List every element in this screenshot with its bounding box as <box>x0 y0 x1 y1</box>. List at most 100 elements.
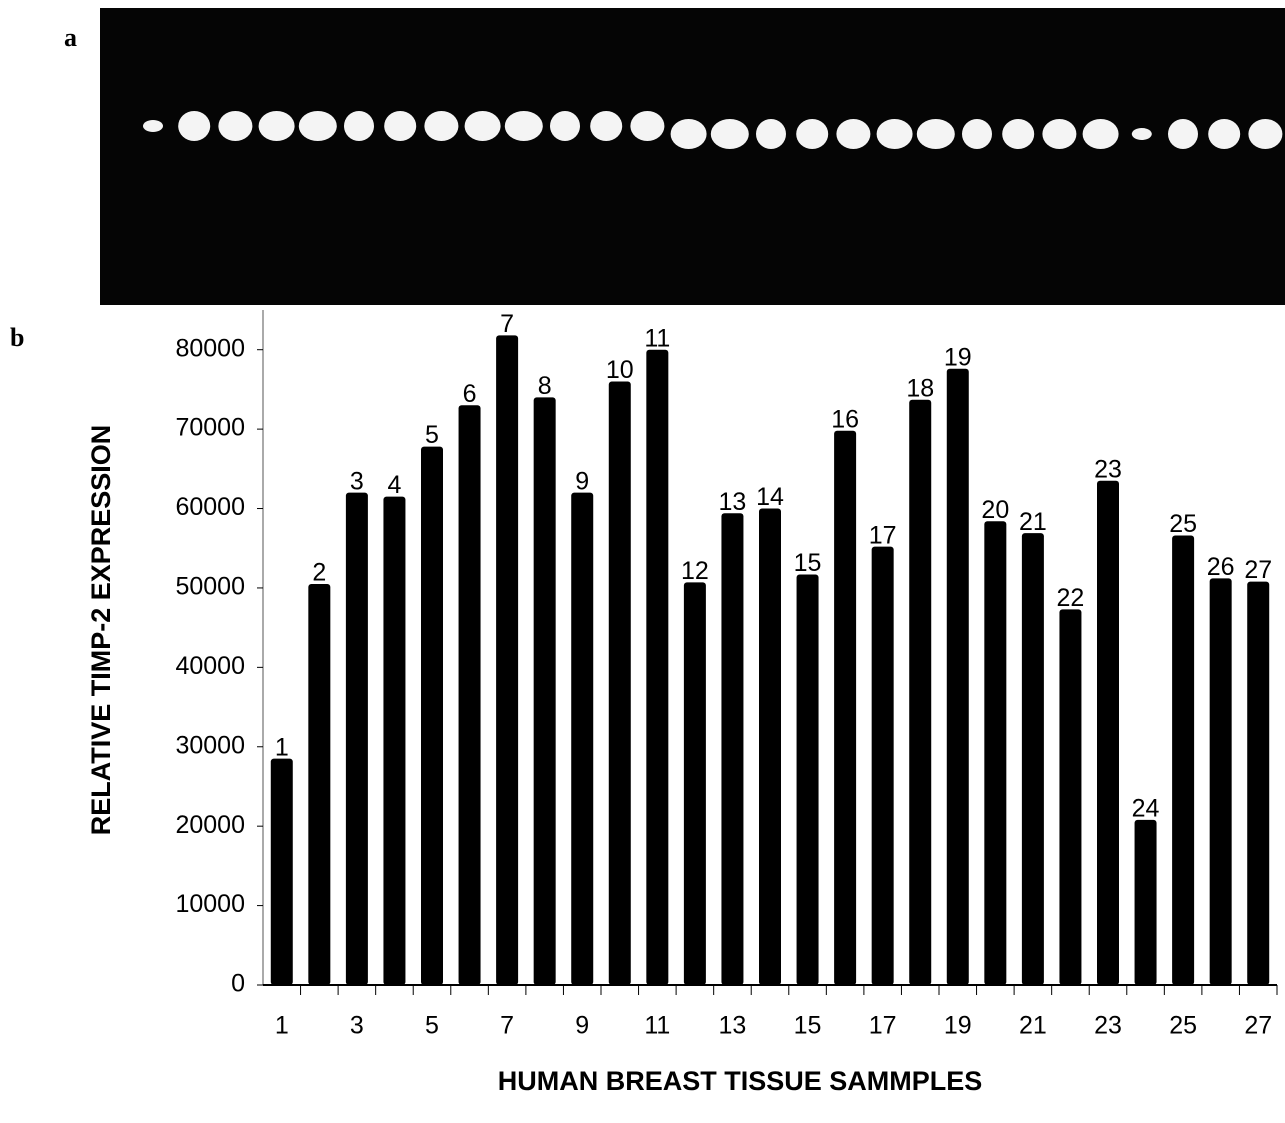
x-tick-label: 19 <box>944 1012 972 1040</box>
bar-label: 18 <box>906 374 934 402</box>
y-tick-label: 40000 <box>175 652 245 680</box>
bar-label: 20 <box>981 496 1009 524</box>
gel-band <box>590 111 622 141</box>
bar-label: 3 <box>350 467 364 495</box>
y-tick-label: 80000 <box>175 334 245 362</box>
bar-label: 17 <box>869 521 897 549</box>
x-tick-label: 17 <box>869 1012 897 1040</box>
bar <box>1097 481 1119 985</box>
gel-band <box>756 119 786 149</box>
gel-band <box>630 111 664 141</box>
bar-label: 23 <box>1094 455 1122 483</box>
gel-band <box>299 111 337 141</box>
bar <box>759 509 781 985</box>
bar-label: 24 <box>1132 794 1160 822</box>
bar <box>1135 820 1157 985</box>
gel-band <box>384 111 416 141</box>
gel-band <box>1083 119 1119 149</box>
gel-band <box>505 111 543 141</box>
y-axis-title: RELATIVE TIMP-2 EXPRESSION <box>86 425 116 836</box>
y-tick-label: 50000 <box>175 573 245 601</box>
y-tick-label: 20000 <box>175 811 245 839</box>
bar <box>459 405 481 985</box>
gel-band <box>143 120 163 132</box>
gel-band <box>836 119 870 149</box>
gel-band <box>1132 128 1152 140</box>
y-tick-label: 60000 <box>175 493 245 521</box>
bar-label: 1 <box>275 733 289 761</box>
bar <box>271 759 293 985</box>
bar <box>308 584 330 985</box>
gel-band <box>1042 119 1076 149</box>
x-tick-label: 21 <box>1019 1012 1047 1040</box>
x-tick-label: 23 <box>1094 1012 1122 1040</box>
bar <box>947 369 969 985</box>
gel-image <box>100 8 1285 305</box>
gel-band <box>1208 119 1240 149</box>
bar-label: 4 <box>387 471 401 499</box>
bar-label: 9 <box>575 467 589 495</box>
gel-band <box>711 119 749 149</box>
bar-label: 26 <box>1207 553 1235 581</box>
bar <box>534 397 556 985</box>
bar-label: 8 <box>538 372 552 400</box>
bar <box>609 381 631 985</box>
bar <box>721 513 743 985</box>
bar-label: 27 <box>1244 556 1272 584</box>
bar <box>984 521 1006 985</box>
x-tick-label: 3 <box>350 1012 364 1040</box>
panel-label: b <box>10 323 24 352</box>
figure: a b RELATIVE TIMP-2 EXPRESSION HUMAN BRE… <box>0 0 1285 1123</box>
y-tick-label: 10000 <box>175 890 245 918</box>
gel-band <box>465 111 501 141</box>
gel-band <box>259 111 295 141</box>
x-tick-label: 25 <box>1169 1012 1197 1040</box>
gel-band <box>218 111 252 141</box>
bar <box>346 493 368 985</box>
gel-band <box>344 111 374 141</box>
y-tick-label: 70000 <box>175 414 245 442</box>
gel-band <box>877 119 913 149</box>
y-tick-label: 0 <box>231 970 245 998</box>
x-tick-label: 15 <box>794 1012 822 1040</box>
bar-label: 2 <box>312 559 326 587</box>
gel-band <box>671 119 707 149</box>
gel-band <box>1248 119 1282 149</box>
gel-band <box>796 119 828 149</box>
bar <box>1247 582 1269 985</box>
gel-band <box>1168 119 1198 149</box>
gel-band <box>962 119 992 149</box>
y-tick-label: 30000 <box>175 731 245 759</box>
bar-label: 16 <box>831 405 859 433</box>
gel-band <box>550 111 580 141</box>
bar-label: 19 <box>944 343 972 371</box>
gel-band <box>424 111 458 141</box>
bar-label: 12 <box>681 557 709 585</box>
x-axis-title: HUMAN BREAST TISSUE SAMMPLES <box>498 1066 983 1096</box>
bar <box>1059 609 1081 985</box>
bar <box>1210 578 1232 985</box>
bar <box>421 447 443 985</box>
bar <box>834 431 856 985</box>
bar-label: 21 <box>1019 508 1047 536</box>
x-tick-label: 9 <box>575 1012 589 1040</box>
bar-label: 7 <box>500 310 514 338</box>
bar-label: 11 <box>644 324 670 352</box>
bar-label: 5 <box>425 421 439 449</box>
gel-band <box>917 119 955 149</box>
bar <box>684 582 706 985</box>
bar <box>1022 533 1044 985</box>
x-tick-label: 1 <box>275 1012 289 1040</box>
gel-band <box>1002 119 1034 149</box>
gel-band <box>178 111 210 141</box>
bar <box>383 497 405 985</box>
x-tick-label: 13 <box>719 1012 747 1040</box>
bar-label: 25 <box>1169 510 1197 538</box>
x-tick-label: 5 <box>425 1012 439 1040</box>
bar <box>646 350 668 985</box>
x-tick-label: 7 <box>500 1012 514 1040</box>
bar <box>797 574 819 985</box>
bar <box>496 335 518 985</box>
bar-label: 14 <box>756 483 784 511</box>
bar-label: 6 <box>463 380 477 408</box>
